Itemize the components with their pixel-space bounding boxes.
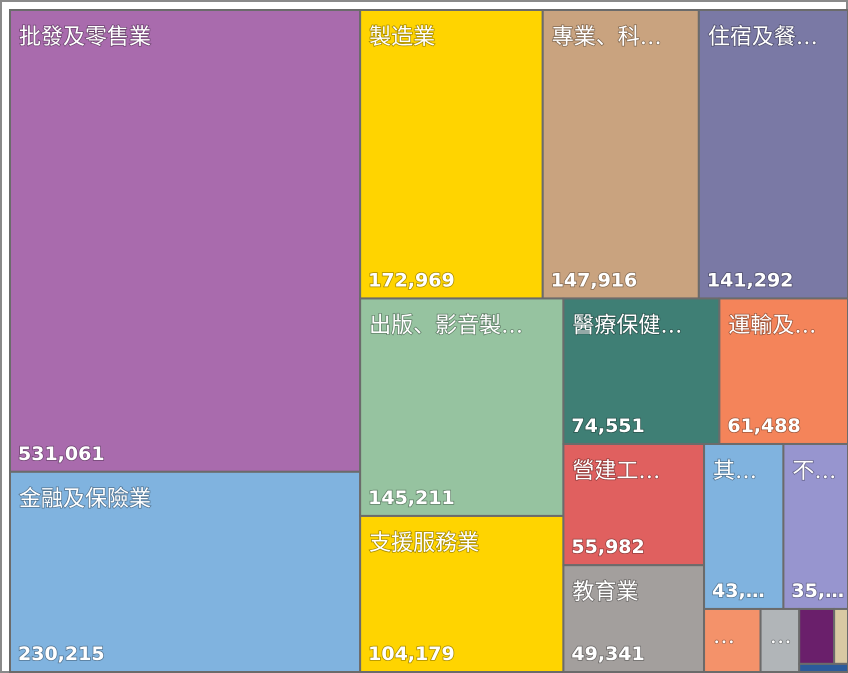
tile-label: 醫療保健… [572, 313, 682, 338]
tile-label: 其… [713, 459, 757, 484]
tile-label: 住宿及餐… [708, 25, 818, 50]
tile-label: 專業、科… [552, 25, 662, 50]
tile-label: … [713, 624, 735, 649]
tile-value: 35,… [791, 580, 844, 602]
tile [697, 9, 848, 300]
tile [541, 9, 700, 300]
tile-label: 運輸及… [728, 313, 816, 338]
tile-value: 104,179 [368, 643, 455, 665]
tile-label: 批發及零售業 [19, 25, 151, 50]
tile-value: 74,551 [571, 415, 644, 437]
tile [718, 297, 848, 445]
tile-label: 不… [792, 459, 836, 484]
tile [782, 442, 848, 610]
tile-label: 營建工… [572, 459, 660, 484]
tile [703, 607, 762, 673]
tile-label: … [770, 624, 792, 649]
tile [759, 607, 801, 673]
tile-value: 141,292 [707, 269, 794, 291]
tile-value: 230,215 [18, 643, 105, 665]
tile-value: 55,982 [571, 536, 644, 558]
tile-value: 61,488 [727, 415, 800, 437]
tile-value: 49,341 [571, 643, 644, 665]
tile-label: 出版、影音製… [369, 313, 523, 338]
tile [9, 9, 362, 473]
tile-value: 531,061 [18, 443, 105, 465]
tile [798, 662, 848, 673]
tile-value: 43,… [712, 580, 765, 602]
tile [833, 607, 848, 665]
tile-label: 教育業 [572, 580, 638, 605]
tile [9, 470, 362, 673]
tile-label: 支援服務業 [369, 531, 479, 556]
tile [562, 442, 706, 567]
tile-value: 147,916 [551, 269, 638, 291]
tile [359, 9, 544, 300]
tile-label: 製造業 [369, 25, 435, 50]
tile [359, 514, 565, 673]
tile-label: 金融及保險業 [19, 487, 151, 512]
tile [562, 297, 721, 445]
tile-value: 172,969 [368, 269, 455, 291]
tile-value: 145,211 [368, 487, 455, 509]
tile [798, 607, 836, 665]
tile [359, 297, 565, 517]
